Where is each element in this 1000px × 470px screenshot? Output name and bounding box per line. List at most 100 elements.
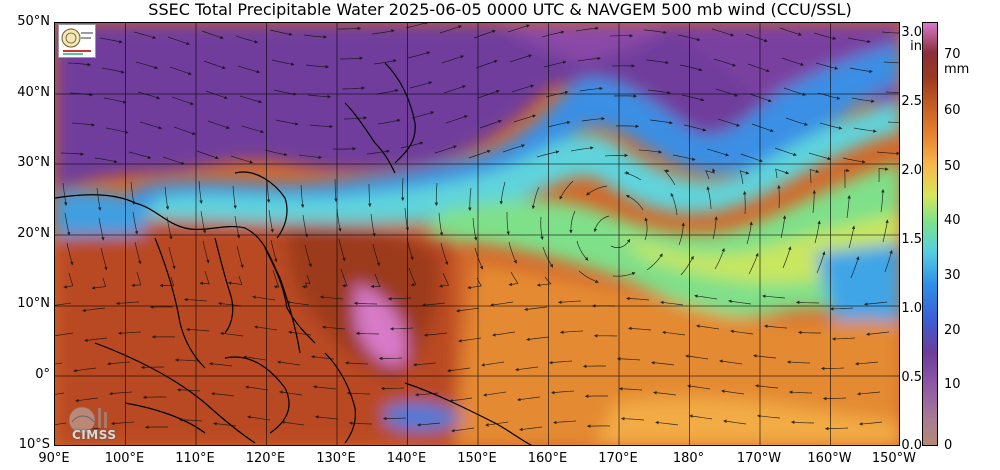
wind-streamline: [475, 59, 498, 69]
wind-streamline: [882, 219, 889, 243]
wind-streamline: [651, 361, 675, 366]
wind-streamline: [831, 337, 856, 341]
wind-streamline: [234, 215, 241, 239]
wind-streamline: [508, 241, 517, 264]
wind-streamline: [649, 119, 673, 125]
wind-streamline: [340, 268, 348, 288]
wind-streamline: [370, 273, 381, 289]
wind-streamline: [235, 35, 259, 44]
wind-streamline: [55, 392, 65, 395]
wind-streamline: [338, 26, 362, 31]
wind-streamline: [404, 207, 410, 231]
wind-streamline: [439, 25, 462, 34]
wind-streamline: [334, 178, 338, 203]
wind-streamline: [553, 420, 577, 425]
colorbar-mm-unit: mm: [944, 62, 970, 77]
graticule: [55, 23, 899, 445]
wind-streamline: [713, 58, 737, 67]
wind-streamline: [281, 420, 305, 426]
wind-streamline: [547, 120, 571, 128]
wind-streamline: [745, 33, 768, 43]
wind-streamline: [777, 184, 781, 209]
wind-streamline: [298, 154, 322, 160]
wind-streamline: [569, 210, 576, 234]
wind-streamline: [372, 243, 380, 267]
wind-streamline: [775, 168, 790, 179]
wind-streamline: [220, 331, 244, 337]
wind-streamline: [483, 391, 507, 397]
wind-streamline: [338, 238, 346, 262]
wind-streamline: [680, 255, 694, 276]
coastlines: [55, 62, 533, 445]
wind-streamline: [300, 184, 305, 208]
colorbar-inch-tick-2-5: 2.5: [901, 94, 922, 109]
wind-streamline: [302, 214, 309, 238]
wind-streamline: [169, 66, 192, 75]
wind-streamline: [340, 56, 364, 61]
wind-streamline: [885, 91, 899, 94]
wind-streamline: [264, 149, 288, 157]
lat-label-0: 0°: [35, 367, 50, 382]
wind-streamline: [98, 217, 105, 241]
colorbar-inch-tick-0-5: 0.5: [901, 370, 922, 385]
wind-streamline: [536, 150, 560, 158]
wind-streamline: [304, 244, 312, 268]
wind-streamline: [406, 237, 414, 261]
wind-streamline: [101, 67, 125, 74]
wind-streamline: [184, 297, 208, 302]
wind-streamline: [715, 88, 738, 97]
wind-streamline: [723, 419, 747, 425]
wind-streamline: [513, 114, 537, 123]
lon-label-150e: 150°E: [457, 451, 497, 466]
wind-streamline: [400, 141, 424, 149]
wind-streamline: [307, 94, 331, 99]
wind-streamline: [473, 29, 496, 39]
wind-streamline: [82, 307, 106, 313]
wind-streamline: [542, 246, 554, 268]
wind-streamline: [186, 327, 210, 332]
university-seal-icon: [58, 24, 96, 58]
wind-streamline: [814, 220, 821, 244]
wind-streamline: [728, 299, 752, 305]
colorbar-inch-tick-2-0: 2.0: [901, 163, 922, 178]
wind-streamline: [203, 60, 226, 70]
wind-streamline: [271, 59, 295, 66]
wind-streamline: [176, 388, 201, 392]
wind-streamline: [755, 384, 779, 389]
wind-streamline: [683, 124, 707, 132]
lat-label-30n: 30°N: [17, 155, 50, 170]
wind-streamline: [341, 86, 366, 90]
wind-streamline: [618, 387, 643, 391]
wind-streamline: [266, 179, 271, 203]
wind-streamline: [159, 276, 175, 288]
colorbar-mm-tick-40: 40: [944, 213, 961, 228]
wind-streamline: [417, 422, 441, 427]
wind-streamline: [211, 392, 235, 397]
wind-streamline: [751, 123, 774, 133]
wind-streamline: [245, 385, 269, 391]
wind-streamline: [277, 360, 301, 366]
wind-streamline: [849, 67, 873, 74]
wind-streamline: [881, 31, 899, 34]
lon-label-170w: 170°W: [736, 451, 782, 466]
wind-streamline: [549, 360, 573, 365]
wind-streamline: [481, 361, 505, 367]
wind-streamline: [714, 247, 725, 270]
wind-streamline: [677, 34, 701, 42]
wind-streamline: [288, 330, 312, 336]
wind-streamline: [173, 126, 196, 136]
wind-streamline: [687, 384, 711, 390]
wind-streamline: [162, 156, 185, 165]
lon-label-150w: 150°W: [871, 451, 916, 466]
wind-streamline: [764, 324, 788, 329]
wind-streamline: [624, 171, 642, 181]
wind-streamline: [468, 187, 472, 212]
wind-streamline: [519, 426, 543, 432]
wind-streamline: [499, 181, 506, 205]
lon-label-170e: 170°E: [598, 451, 638, 466]
tpw-field: [55, 23, 899, 445]
wind-streamline: [105, 127, 129, 134]
wind-streamline: [847, 37, 871, 44]
wind-streamline: [644, 217, 648, 241]
wind-streamline: [712, 216, 718, 240]
